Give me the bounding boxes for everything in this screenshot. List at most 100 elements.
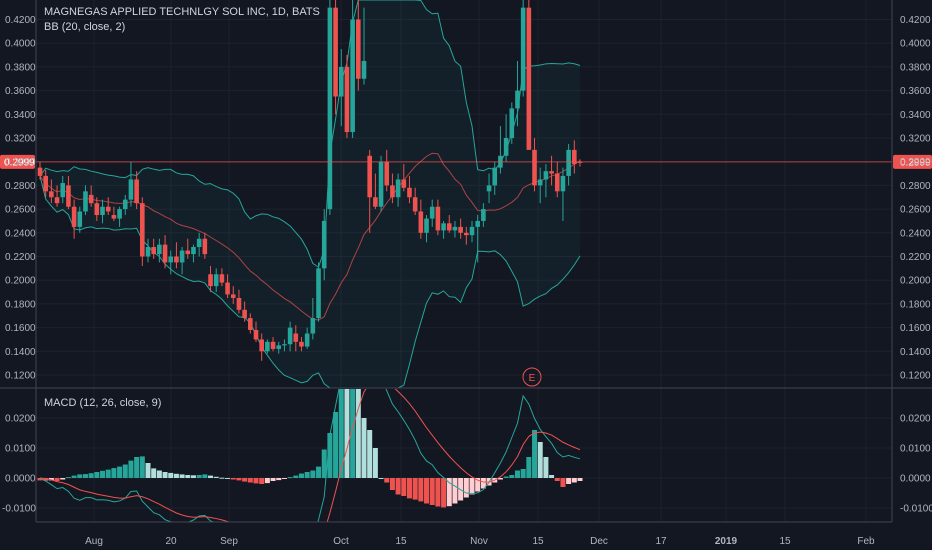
candle[interactable] [225, 274, 230, 298]
candle[interactable] [151, 238, 156, 259]
earnings-marker[interactable]: E [522, 367, 542, 387]
candle[interactable] [526, 0, 532, 150]
candle[interactable] [66, 175, 71, 210]
candle[interactable] [202, 232, 208, 259]
candle[interactable] [213, 268, 219, 293]
candle[interactable] [185, 238, 191, 259]
candle[interactable] [230, 286, 236, 304]
candle[interactable] [435, 199, 441, 236]
candle[interactable] [407, 175, 412, 204]
candle[interactable] [327, 0, 333, 216]
candle[interactable] [71, 199, 77, 239]
candle[interactable] [128, 161, 134, 207]
candle[interactable] [503, 114, 509, 162]
candle[interactable] [464, 226, 469, 245]
candle[interactable] [140, 197, 145, 266]
candle[interactable] [293, 325, 299, 352]
candle[interactable] [338, 49, 344, 127]
candle[interactable] [208, 265, 213, 293]
candle[interactable] [111, 206, 117, 221]
candle[interactable] [43, 169, 48, 198]
candle[interactable] [395, 173, 401, 207]
candle[interactable] [549, 155, 554, 186]
candle[interactable] [418, 199, 424, 239]
candle[interactable] [282, 339, 287, 352]
candle[interactable] [390, 173, 395, 204]
candle[interactable] [310, 297, 316, 340]
candle[interactable] [37, 161, 43, 180]
candle[interactable] [486, 173, 492, 204]
candle[interactable] [373, 173, 378, 210]
candle[interactable] [361, 7, 367, 85]
candle[interactable] [287, 321, 293, 352]
candle[interactable] [424, 215, 429, 243]
candle[interactable] [299, 337, 304, 352]
candle[interactable] [412, 187, 418, 216]
candle[interactable] [88, 185, 94, 207]
candle[interactable] [179, 247, 185, 275]
candle[interactable] [429, 199, 435, 227]
candle[interactable] [401, 164, 407, 192]
candle[interactable] [532, 138, 537, 192]
candle[interactable] [242, 301, 247, 322]
candle[interactable] [560, 167, 566, 221]
candle[interactable] [509, 102, 515, 144]
candle[interactable] [475, 215, 480, 263]
candle[interactable] [134, 171, 139, 210]
candle[interactable] [145, 238, 151, 263]
candle[interactable] [174, 242, 179, 269]
candle[interactable] [316, 262, 321, 322]
candle[interactable] [276, 341, 282, 354]
candle[interactable] [304, 327, 310, 349]
candle[interactable] [321, 209, 327, 281]
candle[interactable] [236, 289, 242, 314]
candle[interactable] [446, 215, 452, 233]
candle[interactable] [469, 220, 475, 243]
candle[interactable] [219, 268, 225, 287]
candle[interactable] [492, 161, 498, 195]
chart-title[interactable]: MAGNEGAS APPLIED TECHNLGY SOL INC, 1D, B… [44, 6, 320, 18]
candle[interactable] [520, 0, 526, 97]
candle[interactable] [344, 55, 350, 138]
candle[interactable] [350, 0, 355, 138]
candle[interactable] [162, 235, 168, 269]
candle[interactable] [452, 220, 458, 238]
candle[interactable] [168, 250, 174, 275]
candle[interactable] [265, 339, 270, 354]
candle[interactable] [253, 321, 259, 342]
bb-legend[interactable]: BB (20, close, 2) [44, 21, 126, 33]
candle[interactable] [54, 185, 60, 207]
candle[interactable] [248, 313, 253, 334]
candle[interactable] [259, 333, 264, 361]
candle[interactable] [117, 206, 122, 227]
candle[interactable] [270, 337, 276, 352]
candle[interactable] [77, 206, 83, 233]
candle[interactable] [458, 218, 463, 239]
candle[interactable] [543, 164, 549, 198]
candle[interactable] [196, 232, 202, 257]
candle[interactable] [566, 143, 571, 186]
candle[interactable] [49, 179, 54, 204]
candle[interactable] [441, 220, 446, 239]
candle[interactable] [384, 149, 390, 192]
candle[interactable] [572, 140, 577, 174]
candle[interactable] [333, 0, 338, 115]
candle[interactable] [191, 244, 196, 263]
candle[interactable] [367, 149, 372, 233]
candle[interactable] [83, 185, 88, 216]
candle[interactable] [94, 197, 100, 221]
candle[interactable] [105, 197, 111, 216]
candle[interactable] [60, 175, 66, 204]
macd-legend[interactable]: MACD (12, 26, close, 9) [44, 397, 162, 409]
candle[interactable] [554, 161, 560, 198]
candle[interactable] [157, 238, 162, 263]
candle[interactable] [356, 0, 361, 91]
candle[interactable] [100, 199, 105, 224]
candle[interactable] [481, 203, 486, 227]
candle[interactable] [122, 194, 128, 216]
candle[interactable] [378, 155, 384, 212]
candle[interactable] [537, 167, 543, 204]
candle[interactable] [515, 60, 520, 127]
earnings-circle[interactable] [522, 367, 542, 387]
